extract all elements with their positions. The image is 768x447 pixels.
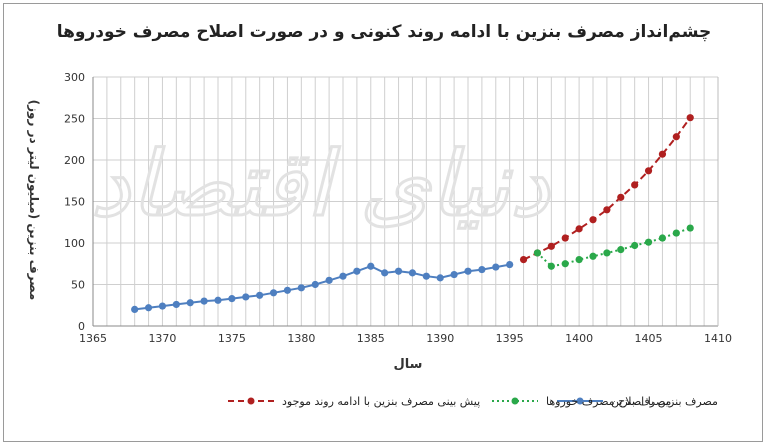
- data-point: [381, 269, 389, 277]
- data-point: [506, 260, 514, 269]
- data-point: [339, 272, 347, 280]
- x-tick-label: 1390: [426, 332, 454, 345]
- y-tick-label: 300: [64, 71, 85, 84]
- data-point: [492, 263, 500, 271]
- x-tick-label: 1405: [635, 332, 663, 345]
- x-tick-label: 1370: [148, 332, 176, 345]
- data-point: [242, 293, 250, 301]
- data-point: [603, 206, 611, 214]
- x-tick-label: 1380: [287, 332, 315, 345]
- legend-label-2: پیش بینی مصرف بنزین با ادامه روند موجود: [282, 394, 481, 408]
- y-tick-label: 0: [78, 320, 85, 333]
- data-point: [131, 305, 139, 313]
- data-point: [394, 267, 403, 275]
- data-point: [617, 246, 625, 254]
- legend-item-3: مصرف بنزین با اصلاح مصرف خوروها: [490, 391, 718, 411]
- data-point: [283, 286, 292, 294]
- data-point: [631, 181, 639, 189]
- series-line-1: [134, 263, 510, 311]
- data-point: [450, 270, 458, 279]
- data-point: [519, 256, 528, 264]
- data-point: [658, 234, 667, 242]
- data-point: [686, 224, 694, 232]
- data-point: [575, 225, 583, 233]
- data-point: [672, 229, 680, 237]
- data-point: [547, 262, 555, 270]
- data-point: [422, 272, 430, 280]
- data-point: [228, 295, 236, 303]
- data-point: [631, 241, 639, 250]
- data-point: [644, 238, 653, 246]
- y-tick-label: 50: [71, 279, 85, 292]
- y-tick-label: 100: [64, 237, 85, 250]
- data-point: [186, 299, 194, 307]
- data-point: [158, 302, 167, 310]
- watermark-text: دنیای اقتصاد: [90, 132, 550, 237]
- data-point: [464, 267, 472, 275]
- watermark: دنیای اقتصاد: [89, 131, 552, 239]
- data-point: [589, 252, 597, 260]
- data-point: [561, 234, 569, 242]
- data-point: [214, 296, 222, 304]
- x-tick-label: 1400: [565, 332, 593, 345]
- data-point: [436, 274, 444, 282]
- data-point: [325, 276, 333, 284]
- data-point: [603, 249, 611, 257]
- data-point: [561, 260, 569, 268]
- data-point: [172, 300, 180, 309]
- data-point: [686, 114, 694, 122]
- data-point: [658, 150, 667, 158]
- x-tick-label: 1385: [357, 332, 385, 345]
- series-line-3: [536, 227, 691, 268]
- legend-swatch-3: [492, 397, 538, 405]
- data-point: [256, 291, 264, 299]
- data-point: [200, 297, 208, 305]
- y-tick-label: 250: [64, 113, 85, 126]
- data-point: [644, 167, 653, 175]
- y-tick-label: 150: [64, 196, 85, 209]
- chart-frame: [3, 3, 763, 442]
- data-point: [367, 262, 375, 270]
- x-tick-label: 1395: [496, 332, 524, 345]
- data-point: [353, 267, 361, 275]
- data-point: [478, 265, 486, 274]
- y-tick-label: 200: [64, 154, 85, 167]
- legend-item-2: پیش بینی مصرف بنزین با ادامه روند موجود: [226, 391, 480, 411]
- y-axis-label: مصرف بنزین (میلیون لیتر در روز): [26, 100, 41, 301]
- data-point: [575, 256, 583, 264]
- data-point: [547, 242, 555, 250]
- data-point: [311, 280, 319, 289]
- data-point: [269, 289, 278, 297]
- data-point: [297, 284, 305, 292]
- x-axis-label: سال: [394, 357, 423, 372]
- x-tick-label: 1365: [79, 332, 107, 345]
- legend-swatch-1: [557, 397, 603, 405]
- legend-label-1: مصرف بنزین: [611, 394, 672, 408]
- legend-label-3: مصرف بنزین با اصلاح مصرف خوروها: [546, 394, 718, 408]
- data-point: [533, 249, 542, 257]
- data-point: [617, 193, 625, 201]
- tick-labels: 1365 1370 1375 1380 1385 1390 1395 1400 1405 1410…: [64, 71, 732, 345]
- x-tick-label: 1375: [218, 332, 246, 345]
- legend-item-1: مصرف بنزین: [555, 391, 671, 411]
- data-point: [408, 269, 417, 277]
- data-point: [672, 133, 680, 141]
- chart-title: چشم‌انداز مصرف بنزین با ادامه روند کنونی…: [56, 22, 712, 42]
- data-point: [589, 216, 597, 224]
- data-point: [144, 304, 153, 312]
- legend-swatch-2: [228, 397, 274, 405]
- series-layer: [131, 114, 694, 313]
- axes: [92, 77, 719, 327]
- x-tick-label: 1410: [704, 332, 732, 345]
